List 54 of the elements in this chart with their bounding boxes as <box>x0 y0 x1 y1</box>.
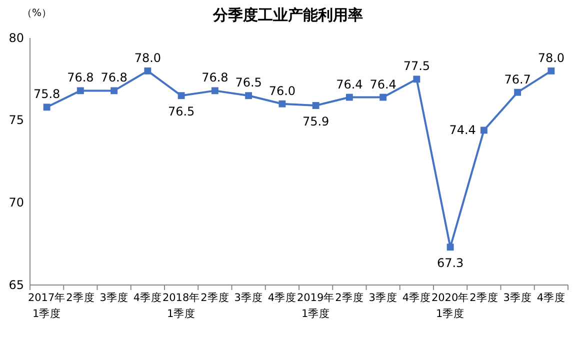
point <box>480 126 488 134</box>
y-tick-label: 75 <box>8 113 24 128</box>
data-label: 75.9 <box>302 114 330 129</box>
x-tick-label: 2019年 1季度 <box>296 292 335 320</box>
data-label: 78.0 <box>538 50 565 65</box>
data-label: 67.3 <box>436 256 464 270</box>
x-tick-label: 3季度 <box>234 291 263 304</box>
x-tick-label: 4季度 <box>133 291 162 304</box>
data-label: 76.4 <box>370 77 396 92</box>
point <box>514 88 522 96</box>
data-label: 75.8 <box>33 87 60 102</box>
x-tick-label: 2季度 <box>200 291 230 304</box>
point <box>178 92 185 100</box>
data-label: 76.5 <box>235 76 262 90</box>
point <box>312 102 320 109</box>
data-label: 78.0 <box>134 50 162 65</box>
data-label: 76.0 <box>268 84 296 98</box>
x-tick-label: 2季度 <box>470 291 498 304</box>
point <box>144 67 152 74</box>
data-label: 76.7 <box>504 72 531 86</box>
x-tick-label: 4季度 <box>402 291 432 304</box>
point <box>245 92 252 100</box>
point <box>278 100 286 108</box>
point <box>211 87 218 94</box>
data-label: 76.4 <box>336 77 363 92</box>
x-tick-label: 3季度 <box>100 291 128 304</box>
data-label: 76.8 <box>100 70 128 85</box>
data-label: 76.5 <box>168 104 195 119</box>
x-tick-label: 2季度 <box>335 291 364 304</box>
x-tick-label: 2020年 1季度 <box>431 292 470 320</box>
point <box>346 94 353 101</box>
point <box>110 87 118 94</box>
data-label: 77.5 <box>403 59 430 74</box>
point <box>548 67 555 74</box>
y-tick-label: 65 <box>8 278 24 292</box>
x-tick-label: 3季度 <box>503 291 532 304</box>
x-tick-label: 2季度 <box>66 291 95 304</box>
point <box>446 244 454 251</box>
chart-title: 分季度工业产能利用率 <box>212 6 363 24</box>
data-label: 74.4 <box>449 123 476 138</box>
y-tick-label: 70 <box>8 196 24 210</box>
data-label: 76.8 <box>67 70 94 85</box>
x-tick-label: 4季度 <box>536 291 566 304</box>
point <box>413 76 420 83</box>
y-axis-title: （%） <box>22 8 52 19</box>
data-label: 76.8 <box>202 70 228 85</box>
y-tick-label: 80 <box>8 30 24 45</box>
x-tick-label: 3季度 <box>368 291 398 304</box>
x-tick-label: 2018年 1季度 <box>162 292 200 320</box>
point <box>76 87 84 94</box>
x-tick-label: 2017年 1季度 <box>28 292 66 320</box>
point <box>43 104 50 111</box>
point <box>380 94 387 101</box>
x-tick-label: 4季度 <box>268 291 297 304</box>
